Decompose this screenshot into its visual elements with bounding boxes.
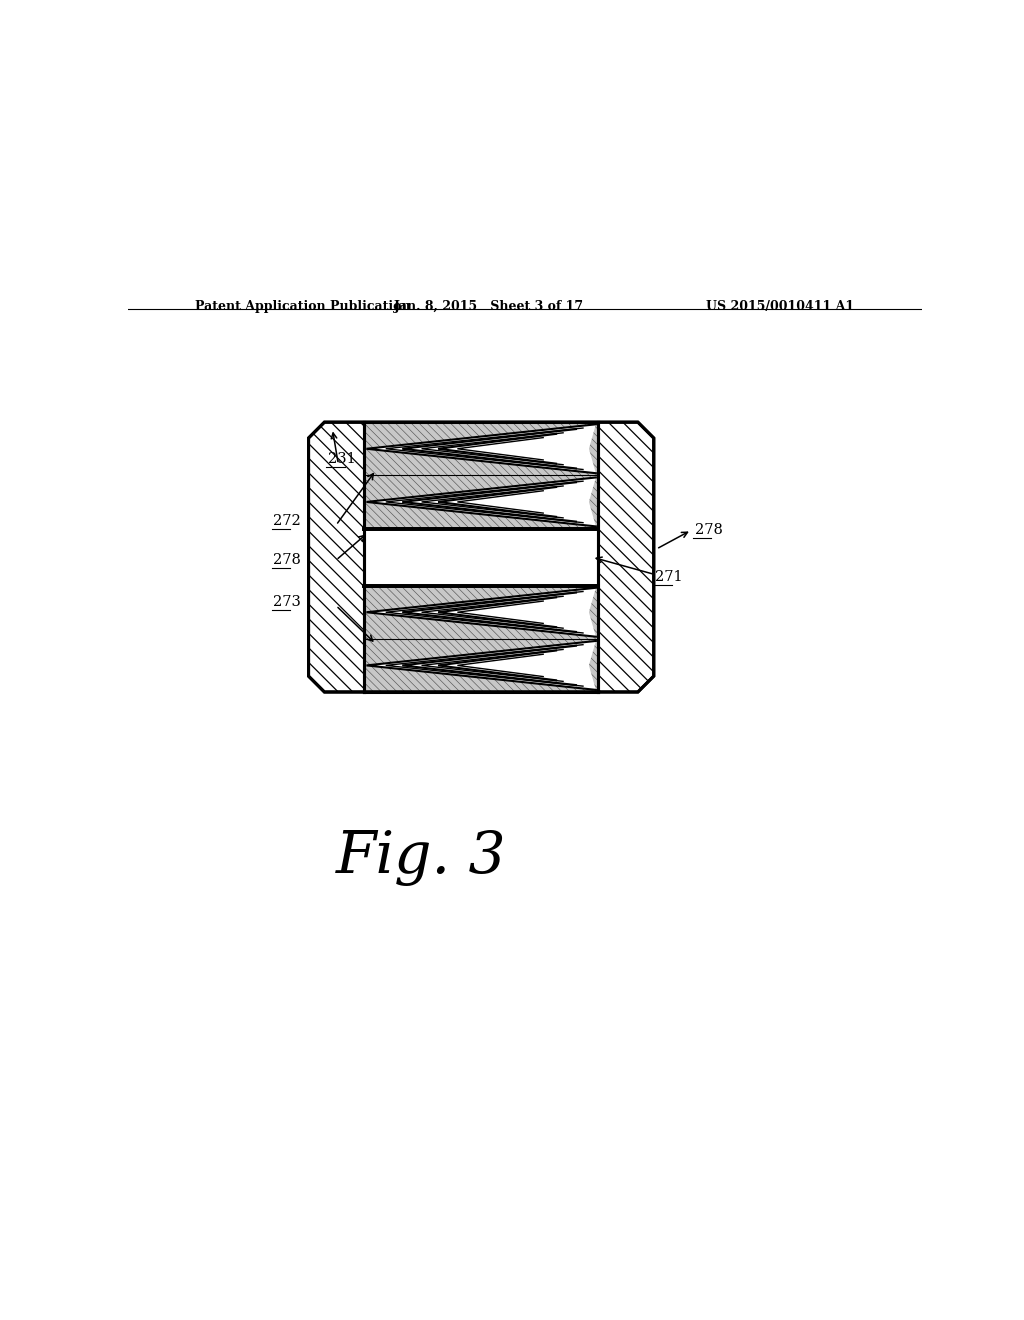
Polygon shape [402,482,575,521]
Polygon shape [367,642,596,690]
Text: Fig. 3: Fig. 3 [336,829,507,886]
Polygon shape [367,424,596,473]
Polygon shape [438,598,556,627]
Text: 271: 271 [655,570,683,583]
Polygon shape [438,434,556,463]
Polygon shape [367,587,596,636]
Text: 272: 272 [273,515,301,528]
Text: 278: 278 [694,523,723,537]
Text: 231: 231 [328,451,355,466]
Bar [365,528,598,586]
Bar [365,422,598,475]
Polygon shape [438,651,556,680]
Polygon shape [402,645,575,685]
Polygon shape [308,422,653,692]
Polygon shape [402,429,575,469]
Text: US 2015/0010411 A1: US 2015/0010411 A1 [706,301,854,313]
Polygon shape [438,487,556,517]
Bar [365,682,598,692]
Text: 278: 278 [273,553,301,568]
Polygon shape [367,478,596,527]
Bar [365,586,598,639]
Polygon shape [598,422,653,692]
Bar [365,475,598,528]
Bar [365,422,598,432]
Polygon shape [402,593,575,632]
Bar [365,639,598,692]
Text: 273: 273 [273,595,301,610]
Text: Jan. 8, 2015   Sheet 3 of 17: Jan. 8, 2015 Sheet 3 of 17 [394,301,584,313]
Text: Patent Application Publication: Patent Application Publication [196,301,411,313]
Polygon shape [308,422,365,692]
